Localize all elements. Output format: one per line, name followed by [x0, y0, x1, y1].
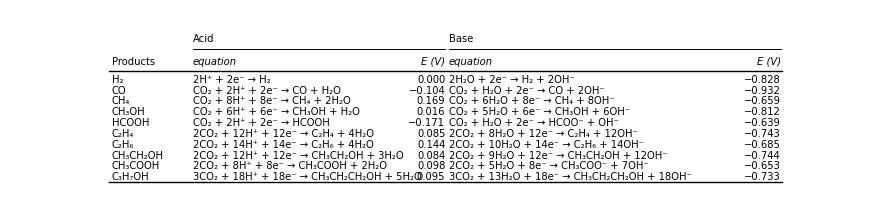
Text: 2CO₂ + 10H₂O + 14e⁻ → C₂H₆ + 14OH⁻: 2CO₂ + 10H₂O + 14e⁻ → C₂H₆ + 14OH⁻	[448, 140, 644, 150]
Text: E (V): E (V)	[421, 56, 446, 67]
Text: −0.685: −0.685	[744, 140, 780, 150]
Text: equation: equation	[193, 56, 237, 67]
Text: 0.169: 0.169	[417, 96, 446, 106]
Text: 2CO₂ + 12H⁺ + 12e⁻ → C₂H₄ + 4H₂O: 2CO₂ + 12H⁺ + 12e⁻ → C₂H₄ + 4H₂O	[193, 129, 374, 139]
Text: CO₂ + 5H₂O + 6e⁻ → CH₃OH + 6OH⁻: CO₂ + 5H₂O + 6e⁻ → CH₃OH + 6OH⁻	[448, 107, 630, 117]
Text: CO₂ + H₂O + 2e⁻ → CO + 2OH⁻: CO₂ + H₂O + 2e⁻ → CO + 2OH⁻	[448, 85, 604, 96]
Text: 2CO₂ + 8H₂O + 12e⁻ → C₂H₄ + 12OH⁻: 2CO₂ + 8H₂O + 12e⁻ → C₂H₄ + 12OH⁻	[448, 129, 638, 139]
Text: 0.098: 0.098	[417, 161, 446, 171]
Text: CO₂ + 6H⁺ + 6e⁻ → CH₃OH + H₂O: CO₂ + 6H⁺ + 6e⁻ → CH₃OH + H₂O	[193, 107, 360, 117]
Text: −0.171: −0.171	[408, 118, 446, 128]
Text: −0.659: −0.659	[744, 96, 780, 106]
Text: −0.743: −0.743	[744, 129, 780, 139]
Text: HCOOH: HCOOH	[112, 118, 149, 128]
Text: −0.828: −0.828	[744, 75, 780, 85]
Text: 2H⁺ + 2e⁻ → H₂: 2H⁺ + 2e⁻ → H₂	[193, 75, 270, 85]
Text: −0.932: −0.932	[744, 85, 780, 96]
Text: E (V): E (V)	[757, 56, 780, 67]
Text: CH₃CH₂OH: CH₃CH₂OH	[112, 151, 164, 160]
Text: Products: Products	[112, 56, 156, 67]
Text: 0.144: 0.144	[417, 140, 446, 150]
Text: CO₂ + 2H⁺ + 2e⁻ → HCOOH: CO₂ + 2H⁺ + 2e⁻ → HCOOH	[193, 118, 329, 128]
Text: −0.744: −0.744	[744, 151, 780, 160]
Text: −0.639: −0.639	[744, 118, 780, 128]
Text: −0.104: −0.104	[408, 85, 446, 96]
Text: 0.084: 0.084	[417, 151, 446, 160]
Text: 3CO₂ + 13H₂O + 18e⁻ → CH₃CH₂CH₂OH + 18OH⁻: 3CO₂ + 13H₂O + 18e⁻ → CH₃CH₂CH₂OH + 18OH…	[448, 172, 692, 182]
Text: CO₂ + 2H⁺ + 2e⁻ → CO + H₂O: CO₂ + 2H⁺ + 2e⁻ → CO + H₂O	[193, 85, 341, 96]
Text: −0.733: −0.733	[744, 172, 780, 182]
Text: 2CO₂ + 8H⁺ + 8e⁻ → CH₃COOH + 2H₂O: 2CO₂ + 8H⁺ + 8e⁻ → CH₃COOH + 2H₂O	[193, 161, 387, 171]
Text: C₂H₄: C₂H₄	[112, 129, 135, 139]
Text: −0.812: −0.812	[744, 107, 780, 117]
Text: 0.016: 0.016	[417, 107, 446, 117]
Text: Base: Base	[448, 34, 473, 44]
Text: 3CO₂ + 18H⁺ + 18e⁻ → CH₃CH₂CH₂OH + 5H₂O: 3CO₂ + 18H⁺ + 18e⁻ → CH₃CH₂CH₂OH + 5H₂O	[193, 172, 421, 182]
Text: 2CO₂ + 14H⁺ + 14e⁻ → C₂H₆ + 4H₂O: 2CO₂ + 14H⁺ + 14e⁻ → C₂H₆ + 4H₂O	[193, 140, 374, 150]
Text: 0.095: 0.095	[417, 172, 446, 182]
Text: C₂H₆: C₂H₆	[112, 140, 135, 150]
Text: H₂: H₂	[112, 75, 123, 85]
Text: 2CO₂ + 12H⁺ + 12e⁻ → CH₃CH₂OH + 3H₂O: 2CO₂ + 12H⁺ + 12e⁻ → CH₃CH₂OH + 3H₂O	[193, 151, 403, 160]
Text: CO: CO	[112, 85, 127, 96]
Text: 2CO₂ + 5H₂O + 8e⁻ → CH₃COO⁻ + 7OH⁻: 2CO₂ + 5H₂O + 8e⁻ → CH₃COO⁻ + 7OH⁻	[448, 161, 648, 171]
Text: 2H₂O + 2e⁻ → H₂ + 2OH⁻: 2H₂O + 2e⁻ → H₂ + 2OH⁻	[448, 75, 574, 85]
Text: equation: equation	[448, 56, 493, 67]
Text: C₃H₇OH: C₃H₇OH	[112, 172, 149, 182]
Text: CO₂ + 6H₂O + 8e⁻ → CH₄ + 8OH⁻: CO₂ + 6H₂O + 8e⁻ → CH₄ + 8OH⁻	[448, 96, 614, 106]
Text: CH₄: CH₄	[112, 96, 130, 106]
Text: 0.000: 0.000	[417, 75, 446, 85]
Text: −0.653: −0.653	[744, 161, 780, 171]
Text: CH₃COOH: CH₃COOH	[112, 161, 160, 171]
Text: Acid: Acid	[193, 34, 215, 44]
Text: 0.085: 0.085	[417, 129, 446, 139]
Text: CO₂ + 8H⁺ + 8e⁻ → CH₄ + 2H₂O: CO₂ + 8H⁺ + 8e⁻ → CH₄ + 2H₂O	[193, 96, 350, 106]
Text: 2CO₂ + 9H₂O + 12e⁻ → CH₃CH₂OH + 12OH⁻: 2CO₂ + 9H₂O + 12e⁻ → CH₃CH₂OH + 12OH⁻	[448, 151, 667, 160]
Text: CH₃OH: CH₃OH	[112, 107, 146, 117]
Text: CO₂ + H₂O + 2e⁻ → HCOO⁻ + OH⁻: CO₂ + H₂O + 2e⁻ → HCOO⁻ + OH⁻	[448, 118, 619, 128]
